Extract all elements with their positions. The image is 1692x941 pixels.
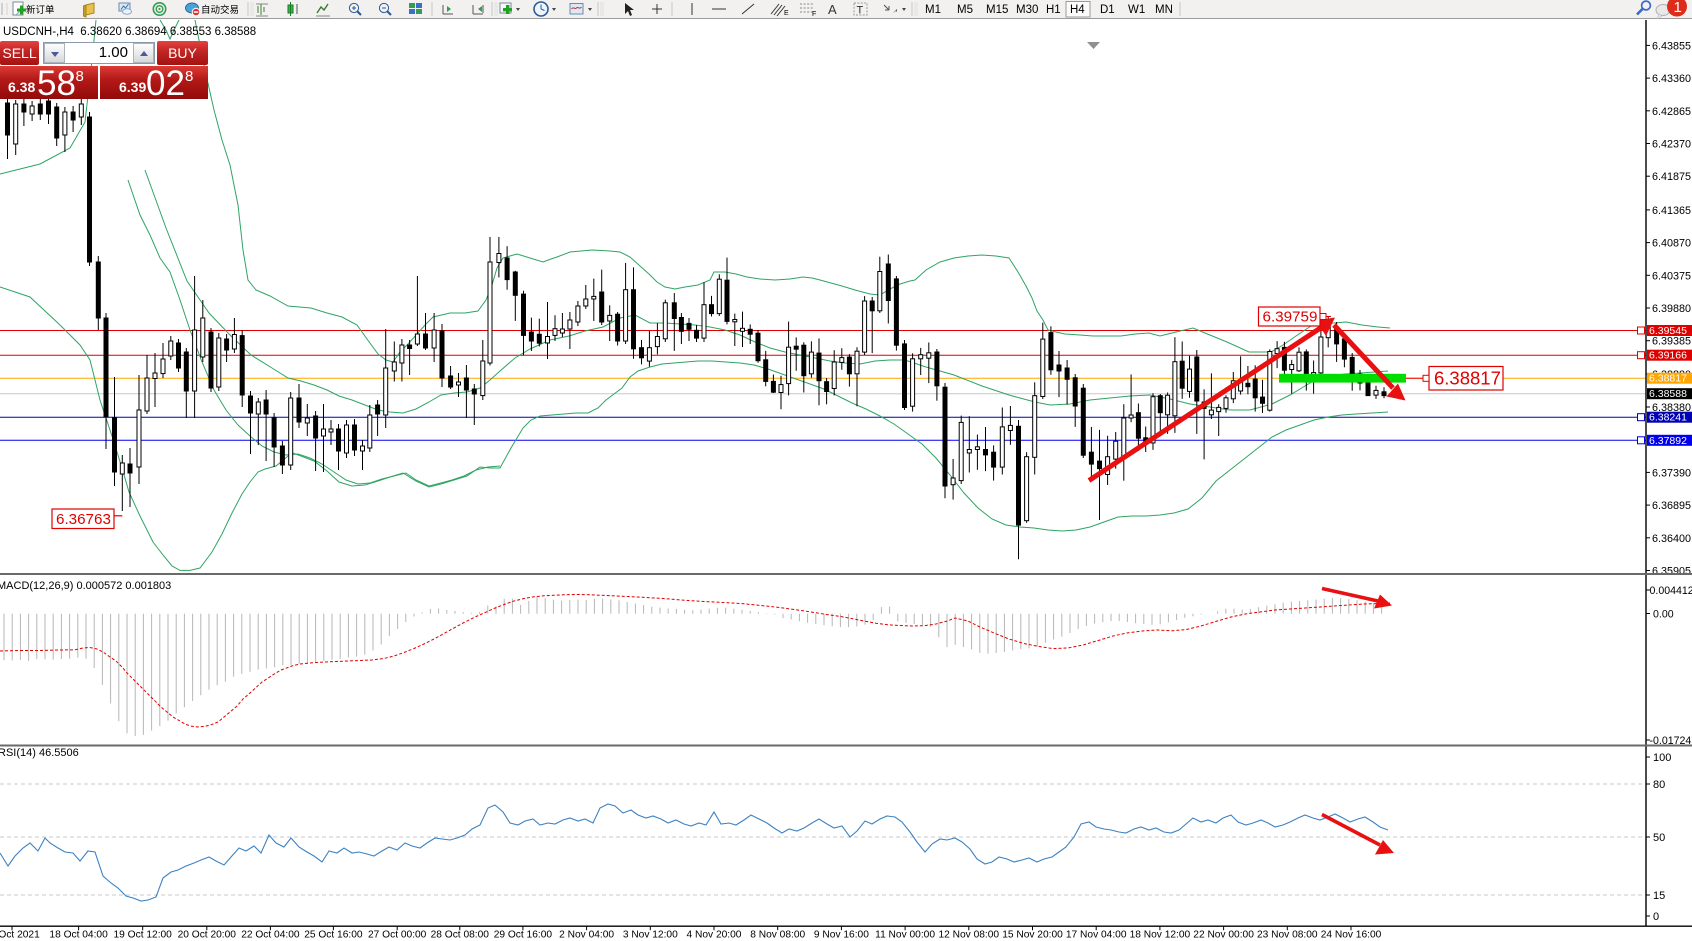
svg-text:W1: W1 [1128, 4, 1145, 16]
svg-text:15 Oct 2021: 15 Oct 2021 [0, 930, 40, 941]
svg-text:6.39385: 6.39385 [1652, 336, 1691, 348]
svg-text:6.36763: 6.36763 [56, 511, 111, 528]
svg-text:6.38380: 6.38380 [1652, 402, 1691, 414]
svg-text:29 Oct 16:00: 29 Oct 16:00 [494, 930, 553, 941]
svg-text:0.00: 0.00 [1653, 609, 1674, 621]
svg-text:新订单: 新订单 [26, 4, 55, 16]
svg-text:6.43855: 6.43855 [1652, 40, 1691, 52]
svg-text:19 Oct 12:00: 19 Oct 12:00 [114, 930, 173, 941]
svg-text:12 Nov 08:00: 12 Nov 08:00 [938, 930, 999, 941]
svg-text:2 Nov 04:00: 2 Nov 04:00 [559, 930, 614, 941]
svg-text:0.004412: 0.004412 [1650, 585, 1692, 597]
svg-text:6.38817: 6.38817 [1434, 368, 1501, 389]
svg-text:9 Nov 16:00: 9 Nov 16:00 [814, 930, 869, 941]
svg-text:6.35905: 6.35905 [1652, 566, 1691, 578]
svg-text:3 Nov 12:00: 3 Nov 12:00 [623, 930, 678, 941]
svg-text:6.42370: 6.42370 [1652, 139, 1691, 151]
svg-text:M15: M15 [986, 4, 1008, 16]
svg-text:USDCNH-,H4 6.38620 6.38694 6.: USDCNH-,H4 6.38620 6.38694 6.38553 6.385… [3, 26, 256, 38]
svg-text:1: 1 [1674, 0, 1682, 16]
svg-text:D1: D1 [1100, 4, 1115, 16]
svg-text:27 Oct 00:00: 27 Oct 00:00 [368, 930, 427, 941]
svg-text:6.41365: 6.41365 [1652, 205, 1691, 217]
svg-text:6.39759: 6.39759 [1263, 309, 1318, 326]
svg-text:T: T [857, 5, 864, 17]
svg-text:6.38817: 6.38817 [1649, 373, 1687, 385]
svg-text:6.37892: 6.37892 [1649, 435, 1687, 447]
svg-text:6.40375: 6.40375 [1652, 270, 1691, 282]
svg-text:MACD(12,26,9) 0.000572 0.00180: MACD(12,26,9) 0.000572 0.001803 [0, 580, 171, 592]
svg-text:80: 80 [1653, 779, 1665, 791]
svg-text:17 Nov 04:00: 17 Nov 04:00 [1066, 930, 1127, 941]
svg-text:6.41875: 6.41875 [1652, 171, 1691, 183]
svg-text:M5: M5 [957, 4, 973, 16]
svg-text:6.39545: 6.39545 [1649, 325, 1687, 337]
svg-text:11 Nov 00:00: 11 Nov 00:00 [875, 930, 935, 941]
svg-text:6.39166: 6.39166 [1649, 350, 1687, 362]
svg-text:H4: H4 [1070, 4, 1085, 16]
svg-text:M30: M30 [1016, 4, 1038, 16]
svg-text:18 Oct 04:00: 18 Oct 04:00 [49, 930, 108, 941]
svg-text:22 Oct 04:00: 22 Oct 04:00 [241, 930, 300, 941]
svg-text:50: 50 [1653, 832, 1665, 844]
svg-text:22 Nov 00:00: 22 Nov 00:00 [1193, 930, 1254, 941]
svg-text:RSI(14) 46.5506: RSI(14) 46.5506 [0, 747, 79, 759]
svg-text:23 Nov 08:00: 23 Nov 08:00 [1257, 930, 1318, 941]
svg-text:28 Oct 08:00: 28 Oct 08:00 [431, 930, 490, 941]
svg-text:F: F [812, 11, 816, 18]
svg-text:MN: MN [1155, 4, 1173, 16]
svg-text:0: 0 [1653, 911, 1659, 923]
svg-text:6.38588: 6.38588 [1649, 388, 1687, 400]
svg-text:24 Nov 16:00: 24 Nov 16:00 [1321, 930, 1382, 941]
svg-text:6.37390: 6.37390 [1652, 467, 1691, 479]
svg-text:6.39880: 6.39880 [1652, 303, 1691, 315]
svg-text:20 Oct 20:00: 20 Oct 20:00 [178, 930, 237, 941]
svg-text:E: E [784, 10, 789, 17]
svg-text:25 Oct 16:00: 25 Oct 16:00 [304, 930, 363, 941]
svg-text:6.36895: 6.36895 [1652, 500, 1691, 512]
svg-text:15: 15 [1653, 890, 1665, 902]
svg-text:H1: H1 [1046, 4, 1061, 16]
svg-text:15 Nov 20:00: 15 Nov 20:00 [1002, 930, 1063, 941]
svg-text:6.43360: 6.43360 [1652, 73, 1691, 85]
svg-text:8 Nov 08:00: 8 Nov 08:00 [750, 930, 805, 941]
svg-text:4 Nov 20:00: 4 Nov 20:00 [687, 930, 742, 941]
svg-text:A: A [828, 2, 837, 17]
svg-text:-0.017247: -0.017247 [1650, 735, 1692, 747]
svg-text:6.38241: 6.38241 [1649, 412, 1687, 424]
svg-text:6.36400: 6.36400 [1652, 533, 1691, 545]
svg-text:6.40870: 6.40870 [1652, 238, 1691, 250]
svg-text:自动交易: 自动交易 [201, 4, 239, 16]
svg-text:6.42865: 6.42865 [1652, 106, 1691, 118]
svg-text:100: 100 [1653, 752, 1671, 764]
svg-text:M1: M1 [925, 4, 941, 16]
svg-text:18 Nov 12:00: 18 Nov 12:00 [1130, 930, 1191, 941]
